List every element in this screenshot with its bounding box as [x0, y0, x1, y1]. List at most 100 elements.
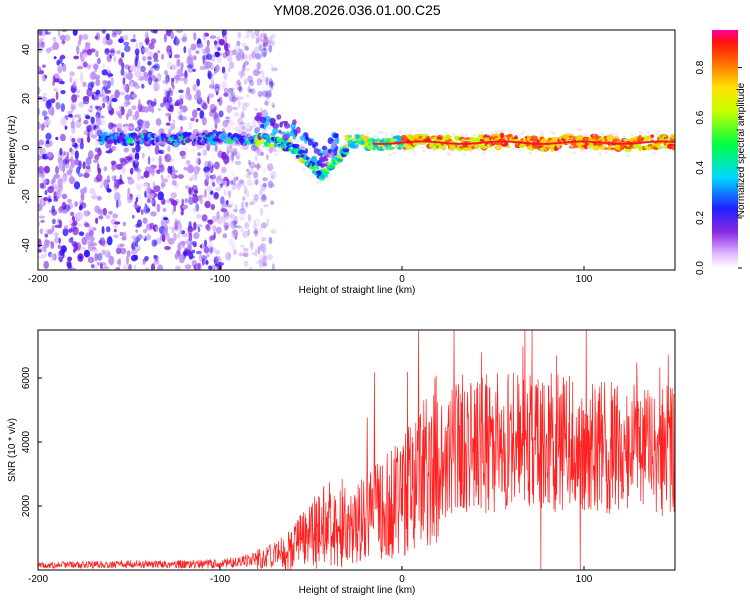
spectrogram-cell	[123, 34, 129, 41]
spectrogram-cell	[239, 244, 246, 248]
spectrogram-cell	[62, 39, 66, 45]
spectrogram-cell	[366, 132, 370, 135]
spectrogram-cell	[398, 130, 402, 134]
spectrogram-cell	[192, 207, 197, 213]
spectrogram-cell	[516, 133, 520, 137]
spectrogram-cell	[218, 147, 222, 151]
spectrogram-cell	[212, 182, 216, 187]
spectrogram-cell	[176, 30, 183, 33]
spectrogram-cell	[101, 30, 107, 34]
spectrogram-cell	[462, 153, 466, 157]
spectrogram-cell	[592, 133, 596, 137]
spectrogram-cell	[43, 165, 51, 174]
spectrogram-cell	[250, 126, 254, 130]
spectrogram-cell	[147, 198, 151, 204]
spectrogram-cell	[270, 171, 277, 180]
spectrogram-cell	[238, 82, 242, 92]
spectrogram-cell	[38, 37, 45, 41]
spectrogram-cell	[172, 200, 178, 207]
spectrogram-cell	[120, 35, 124, 41]
spectrogram-cell	[241, 201, 244, 211]
spectrogram-cell	[148, 76, 153, 86]
spectrogram-cell	[266, 39, 271, 45]
spectrogram-cell	[127, 196, 133, 204]
spectrogram-cell	[112, 127, 116, 131]
spectrogram-cell	[50, 241, 55, 250]
spectrogram-cell	[151, 239, 158, 247]
spectrogram-cell	[99, 263, 103, 270]
spectrogram-cell	[323, 167, 329, 171]
spectrogram-cell	[292, 143, 300, 149]
spectrogram-cell	[328, 164, 336, 169]
spectrogram-cell	[116, 50, 121, 54]
spectrogram-cell	[234, 160, 242, 165]
spectrogram-cell	[212, 174, 216, 180]
spectrogram-cell	[196, 78, 201, 87]
spectrogram-cell	[259, 151, 265, 156]
spectrogram-cell	[57, 157, 63, 164]
spectrogram-cell	[168, 128, 172, 135]
spectrogram-cell	[199, 110, 205, 119]
spectrogram-cell	[264, 92, 272, 98]
spectrogram-cell	[73, 242, 79, 251]
spectrogram-cell	[197, 152, 201, 157]
spectrogram-cell	[195, 250, 202, 255]
spectrogram-cell	[45, 139, 50, 145]
spectrogram-cell	[452, 132, 456, 136]
spectrogram-cell	[161, 53, 165, 60]
spectrogram-cell	[307, 139, 313, 146]
spectrogram-cell	[646, 130, 650, 134]
spectrogram-cell	[90, 116, 95, 124]
spectrogram-cell	[128, 264, 132, 270]
spectrogram-cell	[441, 147, 447, 151]
spectrogram-cell	[242, 62, 246, 69]
spectrogram-cell	[485, 134, 491, 138]
spectrogram-cell	[258, 189, 264, 196]
spectrogram-cell	[50, 179, 55, 185]
spectrogram-cell	[176, 58, 181, 67]
spectrogram-cell	[505, 145, 511, 149]
spectrogram-cell	[70, 236, 74, 242]
spectrogram-cell	[237, 31, 242, 39]
spectrogram-cell	[247, 85, 251, 94]
spectrogram-cell	[243, 78, 248, 85]
spectrogram-cell	[68, 219, 74, 223]
spectrogram-cell	[83, 172, 90, 178]
spectrogram-cell	[218, 110, 224, 118]
spectrogram-cell	[249, 240, 253, 248]
spectrogram-cell	[257, 90, 263, 97]
spectrogram-cell	[141, 83, 145, 89]
spectrogram-cell	[167, 175, 171, 179]
spectrogram-cell	[193, 165, 200, 175]
spectrogram-cell	[146, 194, 153, 199]
spectrogram-cell	[654, 132, 658, 136]
spectrogram-cell	[181, 36, 187, 43]
spectrogram-cell	[101, 226, 105, 235]
spectrogram-cell	[175, 37, 180, 46]
spectrogram-cell	[95, 79, 101, 87]
spectrogram-cell	[195, 50, 200, 54]
spectrogram-cell	[164, 245, 171, 251]
spectrogram-cell	[672, 150, 675, 154]
spectrogram-cell	[222, 233, 227, 239]
spectrogram-cell	[59, 80, 65, 85]
spectrogram-cell	[243, 260, 249, 267]
spectrogram-cell	[164, 142, 168, 146]
spectrogram-cell	[100, 184, 103, 189]
spectrogram-cell	[213, 113, 220, 123]
spectrogram-cell	[72, 81, 76, 88]
spectrogram-cell	[245, 122, 251, 128]
spectrogram-x-tick-label: -200	[28, 274, 48, 285]
spectrogram-cell	[223, 72, 228, 81]
spectrogram-cell	[186, 248, 192, 257]
spectrogram-cell	[135, 229, 138, 233]
spectrogram-cell	[255, 34, 260, 42]
spectrogram-cell	[109, 49, 115, 54]
spectrogram-cell	[100, 210, 104, 217]
spectrogram-cell	[234, 225, 242, 229]
spectrogram-cell	[247, 213, 251, 221]
spectrogram-cell	[123, 147, 130, 153]
spectrogram-cell	[149, 222, 155, 230]
spectrogram-cell	[193, 232, 200, 240]
